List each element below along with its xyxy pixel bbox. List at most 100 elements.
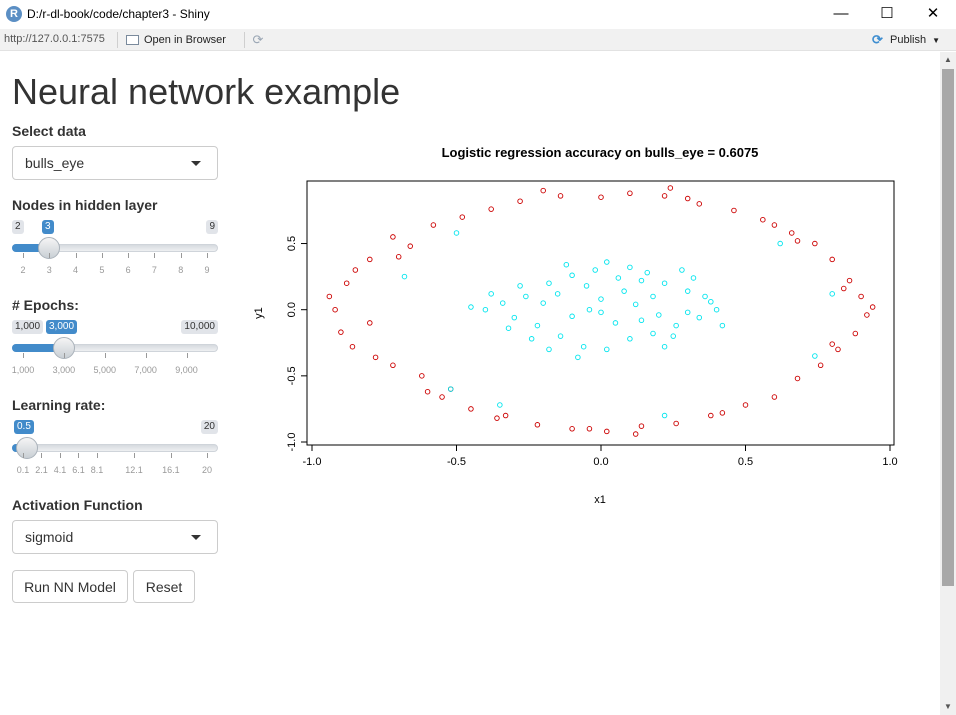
inner-cluster-point bbox=[612, 320, 619, 326]
slider-grid-label: 9 bbox=[204, 265, 210, 275]
outer-ring-point bbox=[846, 277, 853, 284]
plot-title: Logistic regression accuracy on bulls_ey… bbox=[442, 145, 759, 160]
inner-cluster-point bbox=[604, 259, 610, 265]
vertical-scrollbar[interactable]: ▲ ▼ bbox=[940, 52, 956, 715]
scroll-up-arrow-icon[interactable]: ▲ bbox=[944, 55, 952, 64]
slider-grid-label: 2.1 bbox=[35, 465, 48, 475]
outer-ring-point bbox=[771, 222, 778, 228]
slider-tick bbox=[133, 453, 135, 458]
inner-cluster-point bbox=[679, 267, 685, 273]
slider-grid-label: 16.1 bbox=[162, 465, 180, 475]
slider-ticks bbox=[12, 453, 218, 463]
slider-grid-label: 3 bbox=[46, 265, 52, 275]
outer-ring-point bbox=[349, 343, 356, 350]
open-in-browser-button[interactable]: Open in Browser bbox=[124, 32, 226, 48]
outer-ring-point bbox=[731, 207, 737, 214]
scatter-plot: Logistic regression accuracy on bulls_ey… bbox=[253, 145, 898, 506]
inner-cluster-point bbox=[638, 277, 645, 284]
inner-cluster-point bbox=[557, 333, 564, 339]
refresh-icon[interactable]: ⟳ bbox=[252, 32, 264, 47]
inner-cluster-point bbox=[627, 336, 633, 342]
url-display[interactable]: http://127.0.0.1:7575 bbox=[4, 33, 105, 45]
rstudio-app-icon: R bbox=[6, 6, 22, 22]
slider-grid-label: 5 bbox=[99, 265, 105, 275]
scrollbar-thumb[interactable] bbox=[942, 69, 954, 586]
outer-ring-point bbox=[598, 194, 604, 200]
outer-ring-point bbox=[632, 431, 639, 437]
data-points bbox=[326, 185, 876, 437]
outer-ring-point bbox=[430, 222, 437, 228]
scroll-down-arrow-icon[interactable]: ▼ bbox=[944, 702, 952, 711]
inner-cluster-point bbox=[670, 333, 677, 339]
epochs-slider[interactable]: 1,000 10,000 3,000 1,000 3,000 5,000 7,000 9… bbox=[12, 320, 218, 380]
inner-cluster-point bbox=[661, 412, 668, 419]
slider-tick bbox=[207, 453, 208, 458]
outer-ring-point bbox=[517, 198, 523, 204]
inner-cluster-point bbox=[661, 280, 668, 286]
outer-ring-point bbox=[684, 195, 691, 202]
inner-cluster-point bbox=[719, 322, 726, 329]
slider-grid-label: 20 bbox=[201, 465, 213, 475]
inner-cluster-point bbox=[684, 309, 691, 316]
outer-ring-point bbox=[835, 346, 841, 353]
slider-grid-label: 6 bbox=[125, 265, 131, 275]
slider-tick bbox=[154, 253, 156, 258]
inner-cluster-point bbox=[583, 283, 590, 289]
inner-cluster-point bbox=[569, 313, 575, 320]
y-axis-label: y1 bbox=[253, 307, 265, 319]
inner-cluster-point bbox=[598, 296, 604, 302]
minimize-button[interactable]: — bbox=[833, 5, 849, 22]
inner-cluster-point bbox=[497, 402, 503, 408]
select-data-dropdown[interactable]: bulls_eye bbox=[12, 146, 218, 180]
inner-cluster-point bbox=[812, 353, 818, 359]
inner-cluster-point bbox=[511, 314, 518, 321]
activation-function-dropdown[interactable]: sigmoid bbox=[12, 520, 218, 554]
outer-ring-point bbox=[604, 428, 610, 435]
outer-ring-point bbox=[852, 330, 859, 337]
inner-cluster-point bbox=[534, 322, 541, 329]
slider-tick bbox=[128, 253, 130, 258]
slider-handle[interactable] bbox=[52, 337, 75, 359]
x-axis-label: x1 bbox=[594, 494, 606, 506]
slider-tick bbox=[41, 453, 43, 458]
publish-label: Publish bbox=[890, 34, 927, 46]
hidden-nodes-label: Nodes in hidden layer bbox=[12, 197, 158, 213]
slider-grid-label: 4.1 bbox=[53, 465, 67, 475]
outer-ring-point bbox=[407, 243, 414, 249]
run-nn-model-button[interactable]: Run NN Model bbox=[12, 570, 128, 603]
inner-cluster-point bbox=[528, 336, 535, 342]
inner-cluster-point bbox=[575, 354, 581, 361]
hidden-nodes-slider[interactable]: 2 9 3 2 3 4 5 6 7 8 9 bbox=[12, 220, 218, 280]
outer-ring-point bbox=[390, 234, 396, 240]
outer-ring-point bbox=[661, 193, 668, 199]
slider-track[interactable] bbox=[12, 444, 218, 452]
slider-handle[interactable] bbox=[15, 437, 38, 459]
y-tick-label: 0.0 bbox=[286, 302, 298, 317]
publish-button[interactable]: ⟳ Publish ▼ bbox=[872, 32, 940, 48]
slider-tick bbox=[170, 453, 172, 458]
slider-max-label: 20 bbox=[200, 420, 218, 434]
slider-handle[interactable] bbox=[38, 237, 61, 259]
inner-cluster-point bbox=[604, 346, 610, 353]
maximize-button[interactable]: ☐ bbox=[880, 5, 894, 22]
inner-cluster-point bbox=[690, 275, 697, 281]
outer-ring-point bbox=[794, 375, 801, 382]
reset-button[interactable]: Reset bbox=[133, 570, 195, 603]
outer-ring-point bbox=[708, 412, 714, 419]
outer-ring-point bbox=[696, 201, 703, 207]
inner-cluster-point bbox=[523, 293, 529, 300]
inner-cluster-point bbox=[453, 230, 460, 236]
outer-ring-point bbox=[390, 362, 396, 369]
inner-cluster-point bbox=[540, 300, 546, 306]
outer-ring-point bbox=[459, 214, 466, 220]
outer-ring-point bbox=[719, 410, 726, 416]
activation-function-label: Activation Function bbox=[12, 497, 143, 513]
learning-rate-slider[interactable]: 20 0.5 0.1 2.1 4.1 6.1 8.1 12.1 16.1 20 bbox=[12, 420, 218, 480]
inner-cluster-point bbox=[650, 293, 656, 300]
outer-ring-point bbox=[326, 293, 333, 300]
slider-max-label: 9 bbox=[206, 220, 218, 234]
outer-ring-point bbox=[534, 422, 541, 428]
browser-window-icon bbox=[126, 35, 139, 45]
activation-function-value: sigmoid bbox=[25, 529, 74, 545]
close-button[interactable]: ✕ bbox=[926, 5, 940, 22]
